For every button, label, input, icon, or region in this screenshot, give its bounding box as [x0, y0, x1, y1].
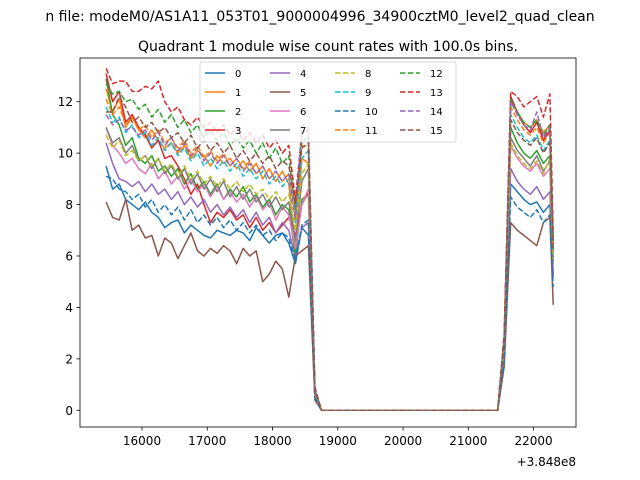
- x-tick-label: 16000: [123, 434, 161, 448]
- legend-label-10: 10: [365, 107, 378, 118]
- legend-label-9: 9: [365, 88, 371, 99]
- y-tick-label: 12: [58, 95, 73, 109]
- plot-frame: [79, 57, 577, 428]
- series-line-9: [105, 106, 554, 412]
- series-line-15: [106, 95, 554, 412]
- suptitle: n file: modeM0/AS1A11_053T01_9000004996_…: [45, 9, 594, 25]
- legend-label-14: 14: [430, 107, 443, 118]
- y-tick-label: 6: [65, 250, 73, 264]
- legend-frame: [199, 61, 457, 143]
- legend-label-0: 0: [235, 69, 241, 80]
- legend-label-5: 5: [300, 88, 306, 99]
- legend-label-7: 7: [300, 126, 306, 137]
- x-tick-label: 18000: [253, 434, 291, 448]
- legend-label-13: 13: [430, 88, 443, 99]
- legend-label-1: 1: [235, 88, 241, 99]
- x-tick-label: 17000: [188, 434, 226, 448]
- x-tick-label: 22000: [514, 434, 552, 448]
- y-tick-label: 8: [65, 198, 73, 212]
- y-tick-label: 0: [65, 404, 73, 418]
- legend-label-8: 8: [365, 69, 371, 80]
- chart-title: Quadrant 1 module wise count rates with …: [138, 39, 518, 55]
- x-axis: 16000 17000 18000 19000 20000 21000 22000: [123, 427, 553, 448]
- x-tick-label: 21000: [449, 434, 487, 448]
- legend-label-15: 15: [430, 126, 443, 137]
- legend-label-3: 3: [235, 126, 241, 137]
- y-tick-label: 2: [65, 352, 73, 366]
- x-offset-label: +3.848e8: [517, 455, 576, 469]
- y-tick-label: 4: [65, 301, 73, 315]
- legend-label-2: 2: [235, 107, 241, 118]
- legend-label-11: 11: [365, 126, 378, 137]
- x-tick-label: 19000: [319, 434, 357, 448]
- legend-label-12: 12: [430, 69, 443, 80]
- y-axis: 0 2 4 6 8 10 12: [58, 95, 80, 418]
- legend-label-4: 4: [300, 69, 306, 80]
- x-tick-label: 20000: [384, 434, 422, 448]
- series-layer: [105, 68, 554, 412]
- legend-label-6: 6: [300, 107, 306, 118]
- y-tick-label: 10: [58, 147, 73, 161]
